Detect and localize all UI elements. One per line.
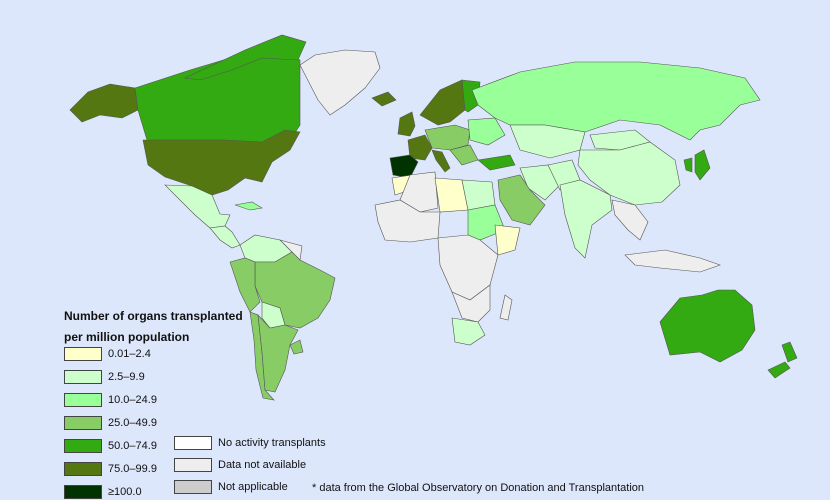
legend-label: 50.0–74.9	[108, 440, 157, 452]
legend-swatch	[64, 462, 102, 476]
legend-swatch	[174, 480, 212, 494]
country-korea	[683, 157, 693, 173]
country-southern-africa	[451, 284, 491, 323]
country-iceland	[371, 91, 397, 107]
country-south-africa	[451, 317, 486, 346]
legend-title: Number of organs transplanted per millio…	[64, 306, 264, 348]
country-australia	[659, 289, 756, 363]
country-turkey	[477, 154, 516, 171]
legend-swatch	[64, 439, 102, 453]
legend-item: ≥100.0	[64, 484, 142, 500]
country-new-zealand-south	[767, 361, 791, 379]
country-new-zealand-north	[781, 341, 798, 363]
country-japan	[694, 149, 711, 181]
country-ethiopia	[494, 224, 521, 256]
country-madagascar	[499, 294, 513, 321]
country-southeast-asia	[611, 199, 649, 241]
country-india	[559, 179, 613, 259]
country-peru-ecuador	[229, 257, 261, 313]
legend-label: 2.5–9.9	[108, 371, 145, 383]
country-finland	[461, 79, 481, 113]
legend-item: 10.0–24.9	[64, 392, 157, 408]
legend-swatch	[64, 347, 102, 361]
country-egypt	[461, 179, 496, 211]
legend-item: Not applicable	[174, 479, 288, 495]
country-cuba	[234, 201, 263, 211]
legend-label: 75.0–99.9	[108, 463, 157, 475]
legend-item: 25.0–49.9	[64, 415, 157, 431]
country-italy	[431, 149, 451, 173]
country-saudi-arabia	[497, 174, 546, 226]
legend-swatch	[64, 485, 102, 499]
country-spain-portugal	[389, 154, 419, 179]
country-central-europe	[424, 124, 471, 151]
country-uk-ireland	[397, 111, 416, 137]
legend-swatch	[64, 416, 102, 430]
canada-arctic-islands	[183, 34, 307, 81]
country-usa	[142, 129, 301, 196]
country-algeria	[399, 171, 439, 213]
country-argentina	[257, 314, 299, 393]
footnote: * data from the Global Observatory on Do…	[312, 482, 645, 494]
legend-item: 2.5–9.9	[64, 369, 145, 385]
country-ukraine-belarus	[467, 117, 506, 146]
legend-label: ≥100.0	[108, 486, 142, 498]
legend-label: 0.01–2.4	[108, 348, 151, 360]
legend-label: No activity transplants	[218, 437, 326, 449]
country-mexico	[164, 184, 231, 229]
legend-item: Data not available	[174, 457, 306, 473]
legend-item: No activity transplants	[174, 435, 326, 451]
legend-item: 0.01–2.4	[64, 346, 151, 362]
legend-label: 25.0–49.9	[108, 417, 157, 429]
country-greenland	[299, 49, 381, 116]
legend-label: Data not available	[218, 459, 307, 471]
country-indonesia	[624, 249, 721, 273]
legend-label: Not applicable	[218, 481, 288, 493]
legend-swatch	[64, 370, 102, 384]
legend-title-line-2: per million population	[64, 330, 190, 344]
legend-item: 75.0–99.9	[64, 461, 157, 477]
legend-swatch	[174, 436, 212, 450]
legend-title-line-1: Number of organs transplanted	[64, 309, 243, 323]
legend-label: 10.0–24.9	[108, 394, 157, 406]
legend-swatch	[174, 458, 212, 472]
legend-swatch	[64, 393, 102, 407]
legend-item: 50.0–74.9	[64, 438, 157, 454]
country-uruguay	[289, 339, 304, 355]
country-china	[577, 141, 681, 206]
